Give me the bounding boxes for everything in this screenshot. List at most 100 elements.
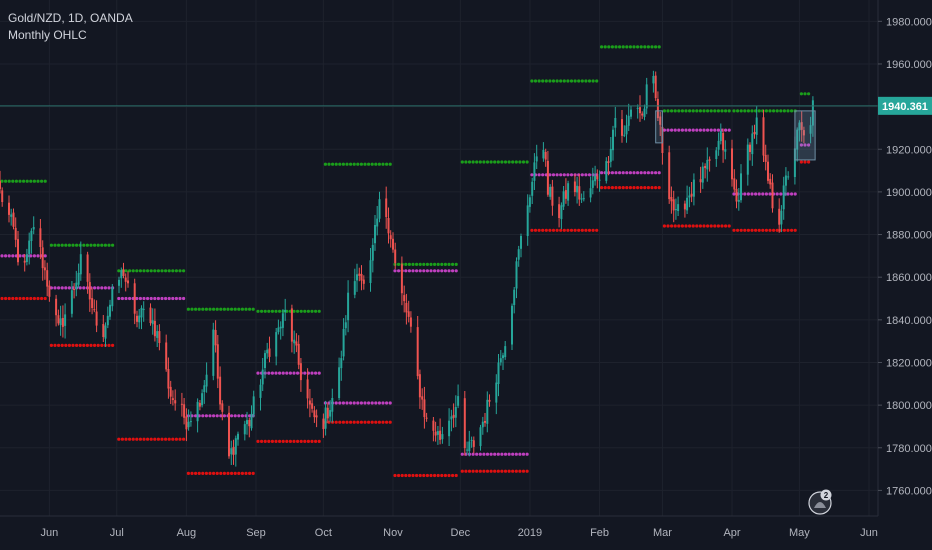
monthly-low-level [514,469,518,473]
candle-body [122,269,125,276]
monthly-high-level [270,309,274,313]
monthly-low-level [57,343,61,347]
monthly-low-level [388,420,392,424]
candle-body [573,181,576,193]
monthly-high-level [40,179,44,183]
candle-body [448,420,451,437]
monthly-high-level [607,45,611,49]
monthly-open-level [677,128,681,132]
candle-body [594,175,597,182]
monthly-low-level [559,228,563,232]
candle-body [576,185,579,193]
monthly-open-level [411,269,415,273]
monthly-open-level [32,254,37,258]
monthly-open-level [793,192,797,196]
monthly-low-level [111,343,115,347]
candle-body [232,446,235,455]
monthly-open-level [296,371,300,375]
monthly-low-level [363,420,367,424]
candle-body [598,179,601,181]
candle-body [261,369,264,385]
candle-body [93,309,96,311]
candle-body [369,260,372,283]
monthly-low-level [790,228,794,232]
monthly-high-level [680,109,685,113]
monthly-high-level [186,307,190,311]
monthly-open-level [503,452,508,456]
monthly-low-level [555,228,559,232]
monthly-open-level [433,269,437,273]
monthly-high-level [566,79,570,83]
monthly-low-level [411,473,415,478]
candle-body [809,125,812,134]
monthly-high-level [7,179,11,183]
monthly-low-level [743,228,747,232]
time-tick-label: Nov [383,527,403,539]
candle-body [299,363,302,381]
candle-body [219,376,222,405]
monthly-high-level [537,79,541,83]
candle-body [329,410,332,417]
monthly-high-level [706,109,710,113]
monthly-low-level [793,228,797,232]
monthly-low-level [580,228,584,232]
monthly-high-level [226,307,230,311]
monthly-open-level [233,414,237,418]
monthly-open-level [82,286,86,290]
candle-body [625,125,628,135]
candle-body [259,384,262,398]
monthly-high-level [677,109,681,113]
candle-body [264,353,266,368]
monthly-low-level [478,469,482,473]
candle-body [802,130,805,136]
monthly-open-level [500,452,504,456]
monthly-high-level [727,109,731,113]
candle-body [513,289,516,305]
candle-body [8,202,10,215]
monthly-open-level [436,269,440,273]
monthly-low-level [71,343,75,347]
candle-body [376,218,379,227]
candle-body [205,374,208,387]
monthly-open-level [215,414,219,418]
monthly-low-level [53,343,57,347]
monthly-high-level [555,79,559,83]
monthly-open-level [764,192,769,196]
monthly-open-level [274,371,278,375]
symbol-title[interactable]: Gold/NZD, 1D, OANDA [8,11,133,25]
monthly-high-level [521,160,526,164]
monthly-low-level [425,473,429,478]
monthly-low-level [153,437,157,441]
monthly-open-level [754,192,758,196]
monthly-open-level [67,286,71,290]
monthly-open-level [240,414,244,418]
candle-body [57,315,60,324]
monthly-low-level [208,471,212,475]
monthly-open-level [610,171,615,175]
monthly-high-level [451,262,455,266]
monthly-low-level [381,420,385,424]
candle-body [416,327,419,377]
candle-body [495,382,498,403]
monthly-ohlc-levels [0,45,811,478]
candle-body [582,198,585,200]
monthly-low-level [367,420,371,424]
monthly-high-level [790,109,794,113]
monthly-low-level [11,296,15,301]
monthly-high-level [803,92,807,96]
monthly-low-level [25,296,29,301]
monthly-low-level [4,296,8,301]
monthly-high-level [306,309,310,313]
candle-body [281,313,284,328]
monthly-high-level [614,45,618,49]
monthly-open-level [775,192,779,196]
monthly-open-level [4,254,8,258]
indicator-title[interactable]: Monthly OHLC [8,28,87,42]
monthly-high-level [64,243,68,247]
monthly-high-level [471,160,475,164]
monthly-high-level [768,109,772,113]
monthly-open-level [680,128,685,132]
